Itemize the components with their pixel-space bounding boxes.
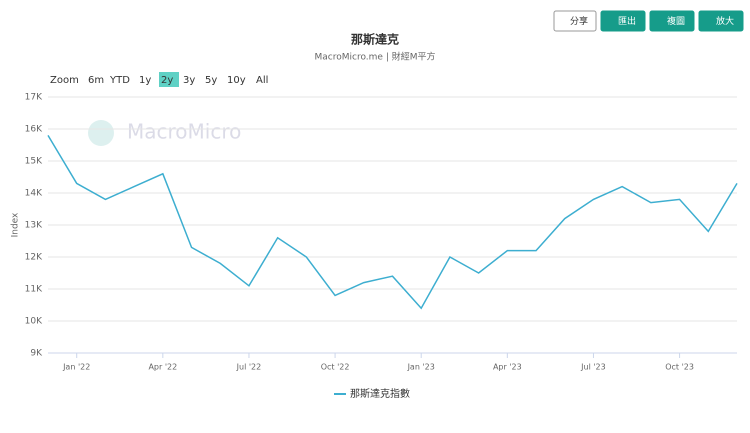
range-button[interactable]: YTD [109, 75, 130, 86]
y-tick-label: 14K [25, 189, 43, 199]
y-axis-title: Index [11, 212, 21, 237]
range-active[interactable] [159, 72, 179, 87]
toolbar-button[interactable] [698, 10, 744, 32]
toolbar-label[interactable]: 分享 [570, 15, 588, 27]
y-tick-label: 15K [25, 157, 43, 167]
toolbar-button[interactable] [649, 10, 695, 32]
range-button[interactable]: 10y [227, 75, 246, 86]
range-button[interactable]: 5y [205, 75, 217, 86]
toolbar-label[interactable]: 匯出 [618, 15, 636, 27]
range-button[interactable]: 2y [161, 75, 173, 86]
x-tick-label: Jan '22 [62, 363, 90, 372]
x-tick-label: Apr '23 [493, 363, 522, 372]
y-tick-label: 17K [25, 93, 43, 103]
watermark: MacroMicro [127, 120, 241, 144]
y-tick-label: 10K [25, 317, 43, 327]
watermark-logo [88, 120, 114, 146]
legend-label[interactable]: 那斯達克指數 [350, 387, 410, 400]
range-button[interactable]: 3y [183, 75, 195, 86]
y-tick-label: 12K [25, 253, 43, 263]
x-tick-label: Jan '23 [407, 363, 435, 372]
x-tick-label: Jul '22 [236, 363, 262, 372]
toolbar-button[interactable] [600, 10, 646, 32]
y-tick-label: 11K [25, 285, 43, 295]
chart-title: 那斯達克 [351, 32, 399, 47]
y-tick-label: 9K [30, 349, 43, 359]
y-tick-label: 13K [25, 221, 43, 231]
y-tick-label: 16K [25, 125, 43, 135]
toolbar-label[interactable]: 放大 [716, 15, 734, 27]
data-line [47, 135, 738, 310]
toolbar-button[interactable] [553, 10, 597, 32]
range-label: Zoom [50, 75, 79, 86]
toolbar-label[interactable]: 複圖 [667, 15, 685, 27]
chart-subtitle: MacroMicro.me | 財經M平方 [315, 51, 436, 63]
range-button[interactable]: 1y [139, 75, 151, 86]
x-tick-label: Oct '23 [665, 363, 694, 372]
range-button[interactable]: 6m [88, 75, 104, 86]
x-tick-label: Jul '23 [580, 363, 606, 372]
x-tick-label: Oct '22 [321, 363, 350, 372]
range-button[interactable]: All [256, 75, 268, 86]
x-tick-label: Apr '22 [148, 363, 177, 372]
